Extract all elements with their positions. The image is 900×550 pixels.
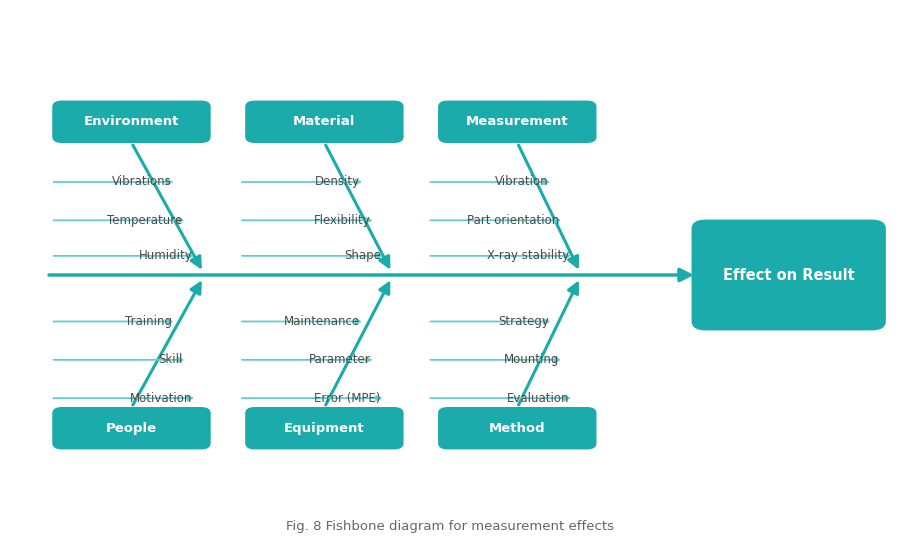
FancyBboxPatch shape <box>246 408 403 449</box>
FancyBboxPatch shape <box>246 101 403 142</box>
Text: Error (MPE): Error (MPE) <box>314 392 381 405</box>
Text: Fig. 8 Fishbone diagram for measurement effects: Fig. 8 Fishbone diagram for measurement … <box>286 520 614 533</box>
Text: Motivation: Motivation <box>130 392 193 405</box>
Text: Training: Training <box>125 315 172 328</box>
Text: Equipment: Equipment <box>284 422 364 435</box>
Text: Vibrations: Vibrations <box>112 175 172 189</box>
Text: Mounting: Mounting <box>504 353 560 366</box>
Text: Skill: Skill <box>158 353 183 366</box>
Text: Flexibility: Flexibility <box>314 214 371 227</box>
Text: Measurement: Measurement <box>466 116 569 128</box>
Text: Material: Material <box>293 116 356 128</box>
Text: Density: Density <box>315 175 360 189</box>
Text: People: People <box>106 422 157 435</box>
Text: Vibration: Vibration <box>495 175 549 189</box>
FancyBboxPatch shape <box>439 101 596 142</box>
Text: Maintenance: Maintenance <box>284 315 360 328</box>
Text: Temperature: Temperature <box>107 214 183 227</box>
FancyBboxPatch shape <box>53 408 210 449</box>
Text: Humidity: Humidity <box>139 249 193 262</box>
Text: Evaluation: Evaluation <box>507 392 570 405</box>
Text: X-ray stability: X-ray stability <box>487 249 570 262</box>
Text: Environment: Environment <box>84 116 179 128</box>
Text: Part orientation: Part orientation <box>467 214 560 227</box>
FancyBboxPatch shape <box>439 408 596 449</box>
Text: Method: Method <box>489 422 545 435</box>
Text: Strategy: Strategy <box>498 315 549 328</box>
FancyBboxPatch shape <box>692 221 886 329</box>
Text: Effect on Result: Effect on Result <box>723 267 855 283</box>
Text: Parameter: Parameter <box>310 353 371 366</box>
Text: Shape: Shape <box>344 249 381 262</box>
FancyBboxPatch shape <box>53 101 210 142</box>
